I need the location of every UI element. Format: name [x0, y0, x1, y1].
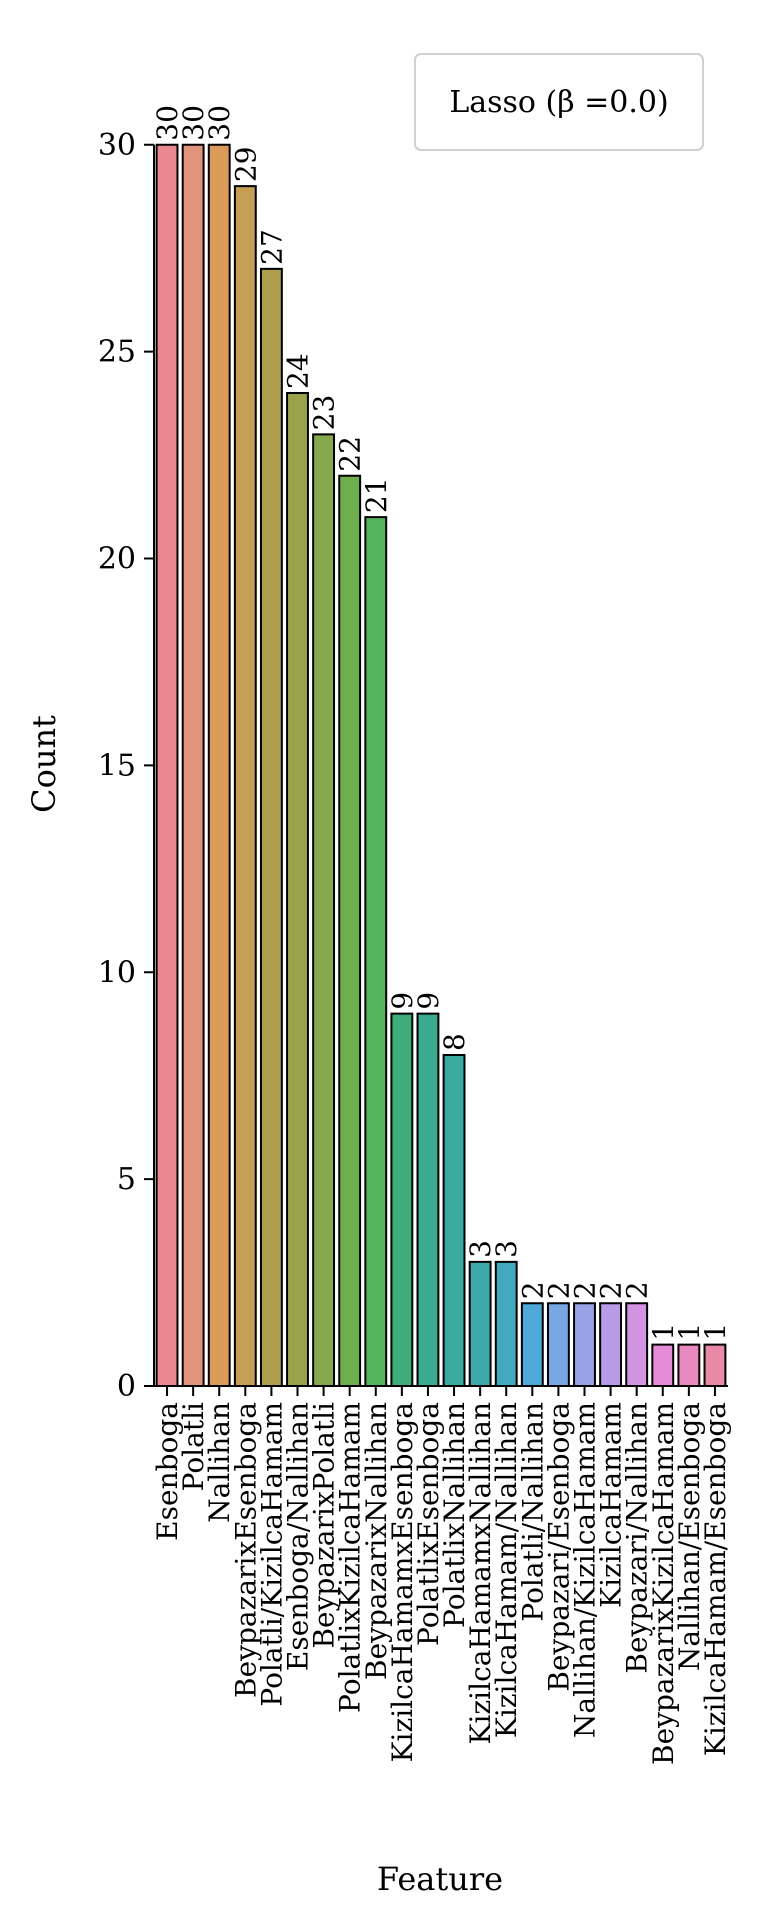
bar-value-label: 2 [569, 1281, 602, 1299]
y-axis-title: Count [25, 715, 63, 813]
bar-value-label: 9 [386, 992, 419, 1010]
bar-value-label: 30 [151, 105, 184, 141]
y-tick-label: 25 [98, 335, 136, 370]
bar [442, 1054, 466, 1387]
bar-value-label: 24 [282, 353, 315, 389]
bar-value-label: 30 [203, 105, 236, 141]
bar [390, 1012, 414, 1387]
bar-value-label: 2 [621, 1281, 654, 1299]
y-ticks-group: 0 5 10 15 20 25 30 [98, 128, 154, 1404]
y-tick-label: 30 [98, 128, 136, 163]
bar [520, 1302, 544, 1387]
bar [625, 1302, 649, 1387]
bar-value-label: 22 [334, 436, 367, 472]
bar-value-label: 2 [595, 1281, 628, 1299]
bar-value-label: 27 [255, 229, 288, 265]
bar-value-label: 3 [490, 1240, 523, 1258]
x-tick-label: Nallihan/Esenboga [673, 1402, 706, 1671]
bar [259, 267, 283, 1387]
bar-value-label: 30 [177, 105, 210, 141]
x-tick-label: Beypazari/Nallihan [621, 1402, 654, 1674]
bar [599, 1302, 623, 1387]
x-tick-label: BeypazarixEsenboga [229, 1402, 262, 1698]
bar [651, 1343, 675, 1387]
bar-value-label: 2 [516, 1281, 549, 1299]
x-tick-label: Polatli [177, 1402, 210, 1491]
bar [233, 185, 257, 1387]
bar-value-label: 1 [699, 1323, 732, 1341]
bar [207, 143, 231, 1387]
bar [703, 1343, 727, 1387]
x-tick-label: BeypazarixPolatli [308, 1402, 341, 1649]
x-ticks-group: EsenbogaPolatliNallihanBeypazarixEsenbog… [151, 1386, 732, 1765]
legend-label: Lasso (β =0.0) [449, 85, 668, 120]
x-tick-label: Polatli/KizilcaHamam [255, 1402, 288, 1707]
x-tick-label: PolatlixNallihan [438, 1402, 471, 1628]
y-tick-label: 10 [98, 955, 136, 990]
legend-box [414, 53, 704, 151]
x-tick-label: KizilcaHamam/Esenboga [699, 1402, 732, 1756]
y-tick-label: 5 [117, 1162, 136, 1197]
x-tick-label: Nallihan [203, 1402, 236, 1523]
bar-value-label: 3 [464, 1240, 497, 1258]
x-tick-label: Beypazari/Esenboga [542, 1402, 575, 1692]
bar [155, 143, 179, 1387]
x-tick-label: PolatlixEsenboga [412, 1402, 445, 1646]
x-tick-label: BeypazarixKizilcaHamam [647, 1402, 680, 1765]
bar [546, 1302, 570, 1387]
bar-value-label: 9 [412, 992, 445, 1010]
bar [468, 1260, 492, 1387]
y-tick-label: 15 [98, 748, 136, 783]
bar [312, 433, 336, 1387]
x-tick-label: Polatli/Nallihan [516, 1402, 549, 1622]
y-tick-label: 0 [117, 1369, 136, 1404]
bar [286, 392, 309, 1387]
bar [573, 1302, 596, 1387]
x-tick-label: Nallihan/KizilcaHamam [569, 1402, 602, 1738]
x-tick-label: KizilcaHamam/Nallihan [490, 1402, 523, 1738]
x-tick-label: KizilcaHamamxEsenboga [386, 1402, 419, 1762]
bar [364, 516, 388, 1387]
x-tick-label: KizilcaHamam [595, 1402, 628, 1608]
bar-value-label: 8 [438, 1033, 471, 1051]
bar-value-label: 1 [647, 1323, 680, 1341]
bar-value-label: 2 [542, 1281, 575, 1299]
bar-value-label: 1 [673, 1323, 706, 1341]
bar [181, 143, 205, 1387]
x-tick-label: BeypazarixNallihan [360, 1402, 393, 1680]
x-axis-title: Feature [377, 1860, 503, 1898]
legend: Lasso (β =0.0) [414, 53, 704, 151]
bar-value-label: 21 [360, 477, 393, 513]
x-tick-label: Esenboga [151, 1402, 184, 1541]
x-tick-label: PolatlixKizilcaHamam [334, 1402, 367, 1713]
x-tick-label: KizilcaHamamxNallihan [464, 1402, 497, 1744]
bar [338, 474, 362, 1387]
bar [416, 1012, 440, 1387]
x-tick-label: Esenboga/Nallihan [282, 1402, 315, 1671]
bar [494, 1260, 518, 1387]
bars-group [155, 143, 727, 1387]
bar-value-label: 29 [229, 146, 262, 182]
y-tick-label: 20 [98, 542, 136, 577]
bar [677, 1343, 701, 1387]
bar-value-label: 23 [308, 395, 341, 431]
